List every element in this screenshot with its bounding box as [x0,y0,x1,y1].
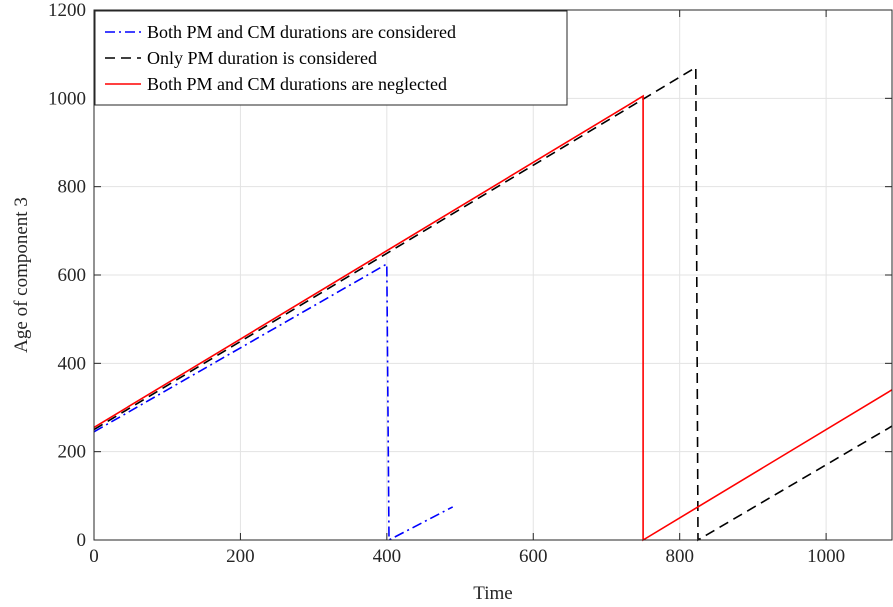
series-line-2 [93,65,893,542]
y-tick-label: 400 [58,353,87,374]
y-tick-label: 800 [58,177,87,198]
x-axis-label: Time [473,583,512,604]
legend-entry-label: Only PM duration is considered [147,48,377,68]
x-tick-label: 0 [89,546,99,567]
ticks: 0 200 400 600 800 1000 0 200 400 600 800 1000 1200 [48,0,892,567]
legend-entry-label: Both PM and CM durations are neglected [147,74,447,94]
y-tick-label: 600 [58,265,87,286]
series-layer [93,65,893,542]
y-tick-label: 1000 [48,88,86,109]
series-line-3 [93,94,893,542]
x-tick-label: 600 [519,546,548,567]
y-tick-label: 1200 [48,0,86,21]
legend-entry-label: Both PM and CM durations are considered [147,22,456,42]
x-tick-label: 400 [373,546,402,567]
legend-box [94,10,568,106]
y-axis-label: Age of component 3 [11,197,32,353]
x-tick-label: 200 [226,546,255,567]
x-tick-label: 1000 [807,546,845,567]
x-tick-label: 800 [665,546,694,567]
y-tick-label: 200 [58,442,87,463]
y-tick-label: 0 [77,530,87,551]
legend: Both PM and CM durations are considered O… [94,10,568,106]
series-line-1 [93,262,454,542]
